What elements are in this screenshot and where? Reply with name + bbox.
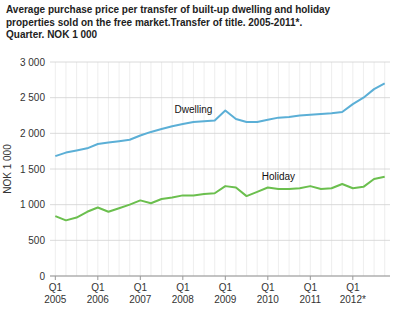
- y-grid-line: [50, 204, 390, 205]
- y-grid-line: [50, 169, 390, 170]
- x-tick-label: Q12007: [129, 282, 152, 305]
- series-label: Holiday: [262, 171, 295, 182]
- y-tick-label: 2 500: [20, 92, 45, 103]
- y-tick-label: 3 000: [20, 57, 45, 68]
- x-tick: [310, 276, 311, 280]
- x-tick: [140, 276, 141, 280]
- y-grid-line: [50, 276, 390, 277]
- x-tick: [182, 276, 183, 280]
- x-tick: [267, 276, 268, 280]
- x-axis-line: [50, 276, 390, 277]
- x-tick: [352, 276, 353, 280]
- y-tick-label: 500: [28, 235, 45, 246]
- x-tick-label: Q12005: [44, 282, 67, 305]
- y-axis-label: NOK 1 000: [2, 144, 13, 194]
- y-tick-label: 1 500: [20, 164, 45, 175]
- y-grid-line: [50, 97, 390, 98]
- lines: [55, 83, 384, 220]
- x-tick-label: Q12009: [214, 282, 237, 305]
- x-tick: [97, 276, 98, 280]
- y-tick-label: 1 000: [20, 199, 45, 210]
- x-tick: [55, 276, 56, 280]
- title: Average purchase price per transfer of b…: [6, 4, 331, 40]
- x-tick-label: Q12006: [87, 282, 110, 305]
- y-grid-line: [50, 62, 390, 63]
- series-line: [55, 83, 384, 156]
- x-tick-label: Q12008: [172, 282, 195, 305]
- series-label: Dwelling: [175, 104, 213, 115]
- chart: Average purchase price per transfer of b…: [0, 0, 400, 320]
- y-tick-label: 0: [39, 271, 45, 282]
- x-tick: [225, 276, 226, 280]
- series-line: [55, 177, 384, 221]
- y-grid-line: [50, 240, 390, 241]
- grid: [50, 62, 390, 276]
- x-tick-label: Q12010: [257, 282, 280, 305]
- x-tick-label: Q12012*: [340, 282, 366, 305]
- x-tick-label: Q12011: [300, 282, 322, 305]
- y-grid-line: [50, 133, 390, 134]
- y-tick-label: 2 000: [20, 128, 45, 139]
